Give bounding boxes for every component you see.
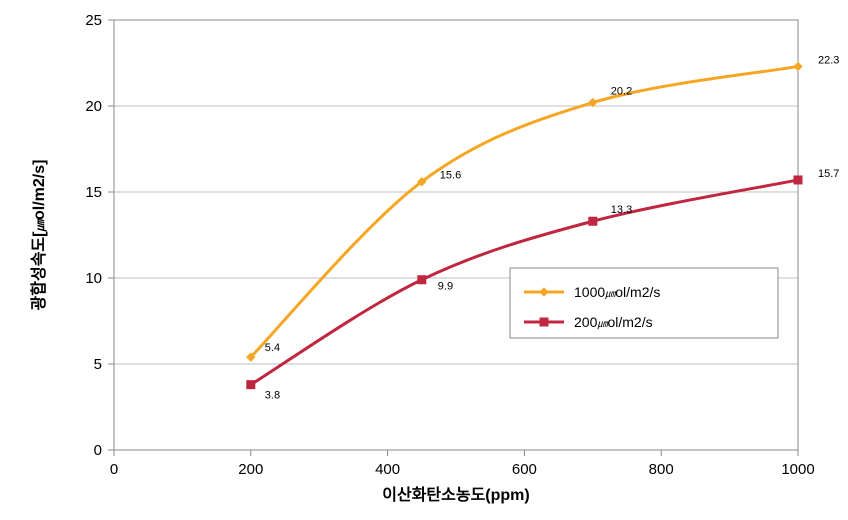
data-label-s200-1: 9.9 xyxy=(438,281,453,293)
y-tick-label: 15 xyxy=(85,184,102,201)
legend-label-s200: 200㎛ol/m2/s xyxy=(574,314,653,330)
legend-label-s1000: 1000㎛ol/m2/s xyxy=(574,284,660,300)
x-tick-label: 800 xyxy=(649,461,674,478)
data-label-s200-0: 3.8 xyxy=(265,390,280,402)
legend: 1000㎛ol/m2/s 200㎛ol/m2/s xyxy=(510,268,778,338)
data-label-s1000-0: 5.4 xyxy=(265,342,280,354)
data-label-s1000-3: 22.3 xyxy=(818,54,839,66)
y-tick-label: 10 xyxy=(85,270,102,287)
chart-container: 0 200 400 600 800 1000 0 5 10 15 20 25 이산화탄소농도(ppm) 광… xyxy=(0,0,848,520)
x-tick-label: 600 xyxy=(512,461,537,478)
x-tick-label: 0 xyxy=(110,461,118,478)
chart-svg: 0 200 400 600 800 1000 0 5 10 15 20 25 이산화탄소농도(ppm) 광… xyxy=(0,0,848,520)
data-label-s200-2: 13.3 xyxy=(611,204,632,216)
x-tick-label: 200 xyxy=(238,461,263,478)
y-tick-label: 25 xyxy=(85,12,102,29)
y-tick-label: 5 xyxy=(94,356,102,373)
x-axis-label: 이산화탄소농도(ppm) xyxy=(382,485,529,504)
x-tick-label: 1000 xyxy=(781,461,814,478)
y-tick-label: 20 xyxy=(85,98,102,115)
data-label-s1000-1: 15.6 xyxy=(440,170,461,182)
data-label-s1000-2: 20.2 xyxy=(611,86,632,98)
data-label-s200-3: 15.7 xyxy=(818,168,839,180)
x-tick-label: 400 xyxy=(375,461,400,478)
y-axis-label: 광합성속도[㎛ol/m2/s] xyxy=(29,160,48,311)
y-tick-label: 0 xyxy=(94,442,102,459)
